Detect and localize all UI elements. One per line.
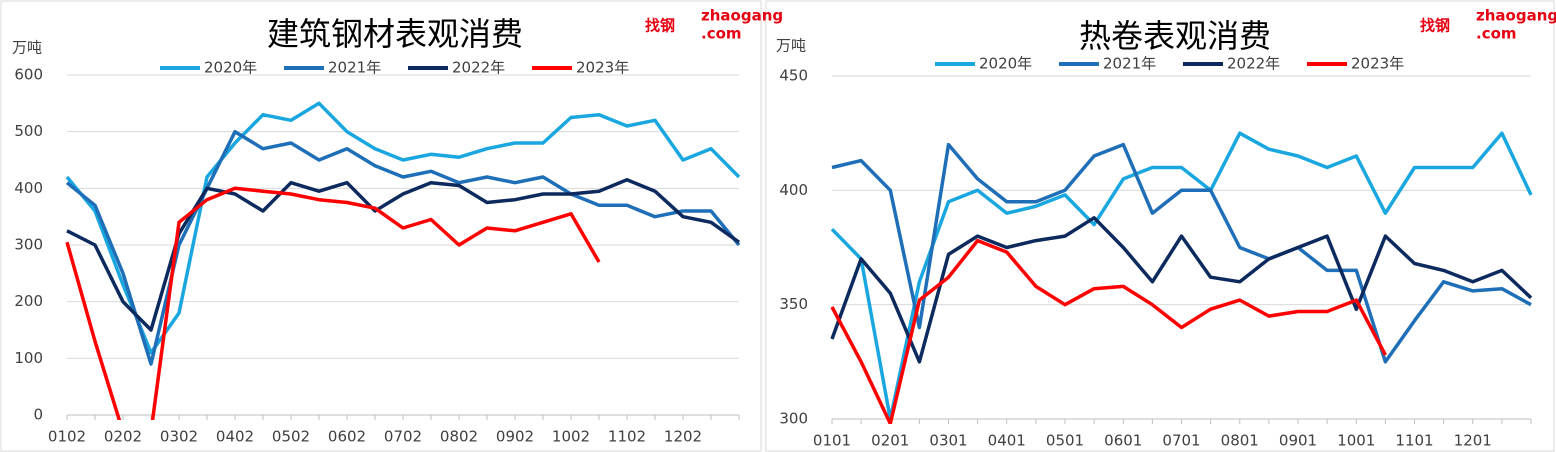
y-tick-label: 0 (33, 406, 43, 424)
y-tick-label: 400 (779, 181, 808, 199)
line-series (830, 238, 1387, 424)
panel (0, 0, 762, 452)
x-tick-label: 1001 (1337, 432, 1375, 450)
chart-title: 热卷表观消费 (1079, 17, 1271, 55)
x-tick-label: 1202 (664, 428, 702, 446)
x-tick-label: 0101 (813, 432, 851, 450)
logo-sub: zhaogang (1476, 7, 1556, 25)
x-tick-label: 0302 (160, 428, 198, 446)
x-tick-label: 0902 (496, 428, 534, 446)
logo-domain: .com (1476, 25, 1517, 43)
x-tick-label: 0702 (384, 428, 422, 446)
x-tick-label: 1101 (1395, 432, 1433, 450)
x-tick-label: 0801 (1221, 432, 1259, 450)
legend-label: 2021年 (328, 59, 381, 77)
logo-sub: zhaogang (701, 7, 783, 25)
x-tick-label: 0701 (1162, 432, 1200, 450)
x-tick-label: 0602 (328, 428, 366, 446)
y-tick-label: 300 (779, 410, 808, 428)
x-tick-label: 0601 (1104, 432, 1142, 450)
legend-label: 2020年 (979, 55, 1032, 73)
y-tick-label: 200 (14, 292, 43, 310)
x-tick-label: 0401 (988, 432, 1026, 450)
legend-label: 2021年 (1103, 55, 1156, 73)
legend-label: 2023年 (576, 59, 629, 77)
logo-brand: 找钢 (645, 17, 675, 35)
y-tick-label: 350 (779, 295, 808, 313)
x-tick-label: 0402 (216, 428, 254, 446)
legend-label: 2022年 (1227, 55, 1280, 73)
line-series (65, 186, 601, 420)
x-tick-label: 0201 (871, 432, 909, 450)
legend-label: 2020年 (204, 59, 257, 77)
x-tick-label: 0301 (929, 432, 967, 450)
y-tick-label: 600 (14, 66, 43, 84)
chart-title: 建筑钢材表观消费 (267, 15, 523, 53)
line-series (65, 101, 741, 355)
line-series (831, 142, 1532, 364)
legend-label: 2023年 (1351, 55, 1404, 73)
y-tick-label: 450 (779, 67, 808, 85)
x-tick-label: 0502 (272, 428, 310, 446)
y-tick-label: 400 (14, 179, 43, 197)
line-series (65, 129, 741, 366)
y-axis-label: 万吨 (12, 39, 42, 57)
x-tick-label: 0202 (104, 428, 142, 446)
x-tick-label: 1201 (1454, 432, 1492, 450)
logo-brand: 找钢 (1420, 17, 1450, 35)
x-tick-label: 0901 (1279, 432, 1317, 450)
x-tick-label: 1002 (552, 428, 590, 446)
y-tick-label: 100 (14, 349, 43, 367)
x-tick-label: 1102 (608, 428, 646, 446)
x-tick-label: 0802 (440, 428, 478, 446)
y-tick-label: 500 (14, 122, 43, 140)
logo-domain: .com (701, 25, 742, 43)
y-tick-label: 300 (14, 236, 43, 254)
legend-label: 2022年 (452, 59, 505, 77)
x-tick-label: 0102 (48, 428, 86, 446)
line-series (830, 131, 1533, 421)
x-tick-label: 0501 (1046, 432, 1084, 450)
line-series (830, 216, 1533, 364)
y-axis-label: 万吨 (776, 37, 806, 55)
